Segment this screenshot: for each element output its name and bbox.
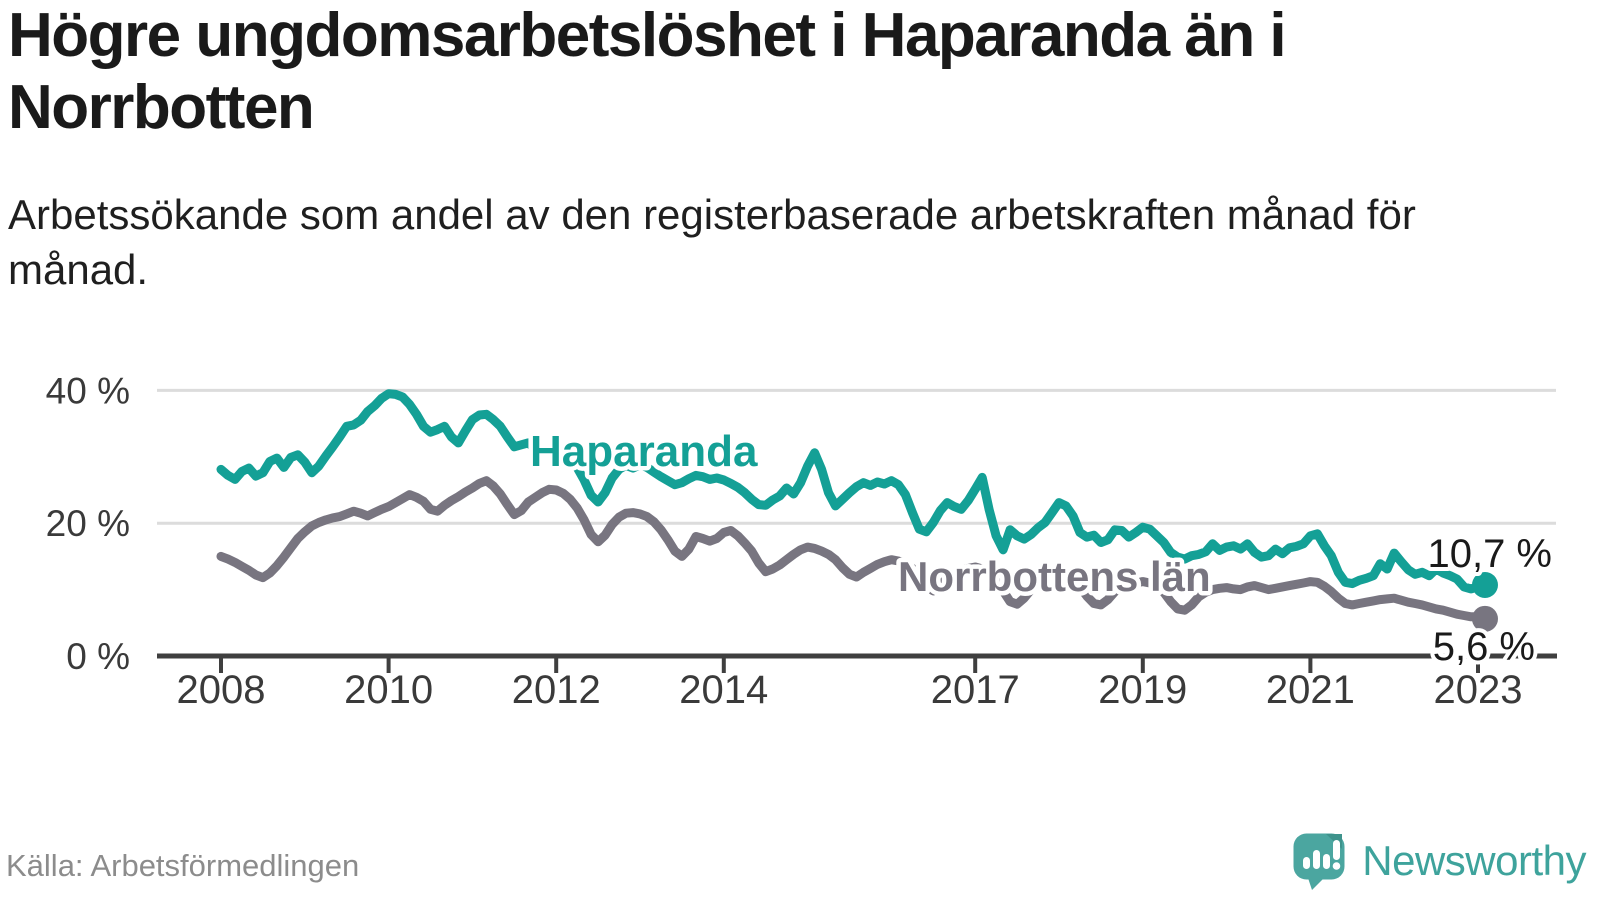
x-tick-label: 2017: [931, 668, 1020, 712]
source-note: Källa: Arbetsförmedlingen: [6, 848, 360, 883]
x-tick-label: 2010: [344, 668, 433, 712]
y-tick-label: 0 %: [66, 636, 130, 677]
end-dot-norrbottens-l-n: [1471, 605, 1498, 632]
x-axis: [157, 653, 1557, 673]
x-tick-label: 2021: [1266, 668, 1355, 712]
series-lines: [216, 389, 1490, 624]
page-title: Högre ungdomsarbetslöshet i Haparanda än…: [8, 1, 1287, 142]
newsworthy-logo-icon: [1293, 833, 1345, 890]
page-subtitle: Arbetssökande som andel av den registerb…: [8, 191, 1416, 293]
y-tick-label: 40 %: [46, 370, 130, 411]
x-tick-label: 2023: [1434, 668, 1523, 712]
end-value-label-haparanda: 10,7 %: [1427, 532, 1552, 576]
series-label-norrbotten: Norrbottens län: [898, 553, 1211, 600]
x-tick-label: 2014: [679, 668, 768, 712]
y-tick-label: 20 %: [46, 503, 130, 544]
newsworthy-logo-text: Newsworthy: [1362, 837, 1586, 884]
x-tick-label: 2008: [177, 668, 266, 712]
line-haparanda: [216, 389, 1490, 594]
series-label-haparanda: Haparanda: [530, 427, 758, 476]
line-norrbottens-l-n: [216, 476, 1490, 624]
end-value-label-norrbotten: 5,6 %: [1433, 625, 1535, 669]
x-tick-label: 2012: [512, 668, 601, 712]
end-dot-haparanda: [1471, 571, 1498, 598]
end-point-markers: [1471, 571, 1498, 632]
x-tick-label: 2019: [1098, 668, 1187, 712]
newsworthy-logo: Newsworthy: [1292, 832, 1586, 890]
axis-tick-labels: 0 % 20 % 40 % 2008 2010 2012 2014 2017 2019 2021 2…: [46, 370, 1523, 712]
